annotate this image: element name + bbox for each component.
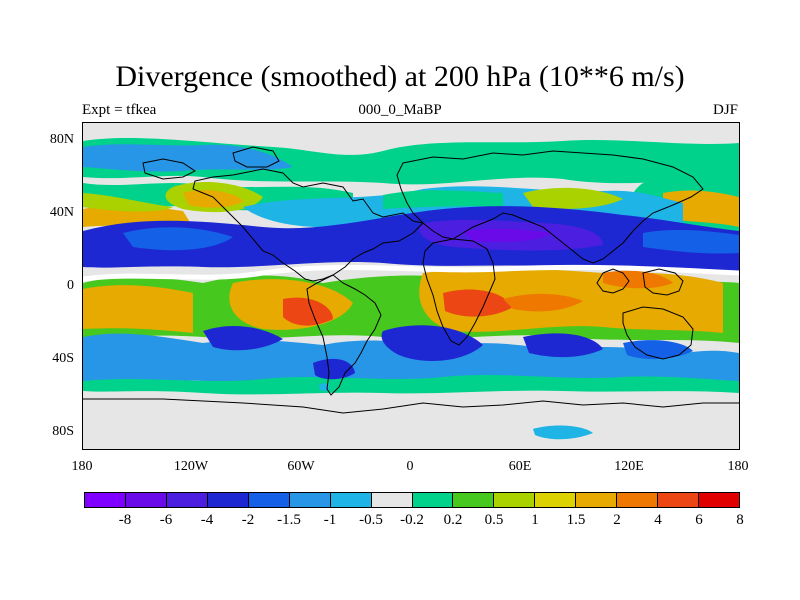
colorbar-level-label: -2 xyxy=(241,512,255,528)
colorbar-level-label: -0.5 xyxy=(359,512,383,528)
colorbar-level-label: -6 xyxy=(159,512,173,528)
plot-title: Divergence (smoothed) at 200 hPa (10**6 … xyxy=(115,60,685,93)
colorbar-level-label: -1.5 xyxy=(277,512,301,528)
colorbar-level-label: 0.2 xyxy=(443,512,463,528)
lat-label-80n: 80N xyxy=(49,132,74,147)
lon-label-120e: 120E xyxy=(614,459,644,474)
lon-label-180w: 180 xyxy=(71,459,93,474)
colorbar-box xyxy=(576,493,618,507)
colorbar-box xyxy=(453,493,495,507)
colorbar-box xyxy=(699,493,739,507)
colorbar-box xyxy=(658,493,700,507)
lat-label-80s: 80S xyxy=(52,424,74,439)
colorbar-box xyxy=(371,493,413,507)
divergence-map xyxy=(83,123,739,449)
colorbar-level-label: 2 xyxy=(613,512,621,528)
lon-label-120w: 120W xyxy=(173,459,209,474)
colorbar-level-label: -8 xyxy=(118,512,132,528)
colorbar-box xyxy=(412,493,454,507)
lat-label-40s: 40S xyxy=(52,351,74,366)
colorbar-level-label: 0.5 xyxy=(484,512,504,528)
lat-label-0: 0 xyxy=(67,278,74,293)
colorbar-box xyxy=(330,493,372,507)
colorbar-level-label: 4 xyxy=(654,512,662,528)
time-label: 000_0_MaBP xyxy=(358,102,442,118)
lon-label-0: 0 xyxy=(406,459,414,474)
colorbar-level-label: 1.5 xyxy=(566,512,586,528)
colorbar-box xyxy=(85,493,126,507)
colorbar-box xyxy=(494,493,536,507)
colorbar-box xyxy=(125,493,167,507)
lon-label-60e: 60E xyxy=(508,459,532,474)
season-label: DJF xyxy=(712,102,738,118)
colorbar xyxy=(84,492,740,508)
colorbar-level-label: -4 xyxy=(200,512,214,528)
colorbar-level-label: 6 xyxy=(695,512,703,528)
lon-label-180e: 180 xyxy=(727,459,749,474)
experiment-label: Expt = tfkea xyxy=(82,102,157,118)
colorbar-level-label: -0.2 xyxy=(400,512,424,528)
map-panel xyxy=(82,122,740,450)
colorbar-box xyxy=(207,493,249,507)
colorbar-level-label: 1 xyxy=(531,512,539,528)
lat-label-40n: 40N xyxy=(49,205,74,220)
colorbar-box xyxy=(289,493,331,507)
colorbar-level-label: 8 xyxy=(736,512,744,528)
colorbar-box xyxy=(166,493,208,507)
colorbar-box xyxy=(617,493,659,507)
colorbar-box xyxy=(248,493,290,507)
colorbar-box xyxy=(535,493,577,507)
colorbar-level-label: -1 xyxy=(323,512,337,528)
lon-label-60w: 60W xyxy=(287,459,315,474)
